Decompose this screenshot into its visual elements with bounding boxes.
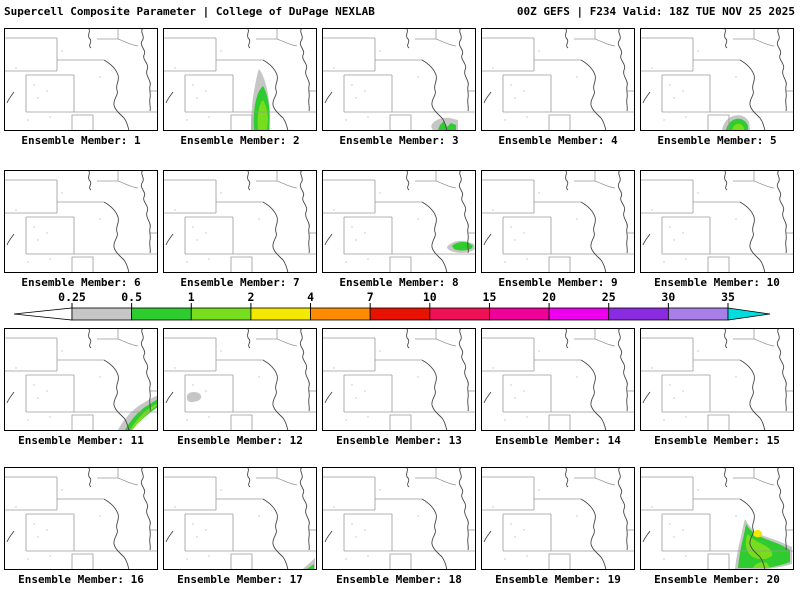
colorbar-segment (71, 307, 133, 321)
ensemble-member-label-6: Ensemble Member: 6 (21, 276, 141, 289)
ensemble-panel-14 (481, 328, 635, 431)
ensemble-panel-17 (163, 467, 317, 570)
colorbar-segment (190, 307, 252, 321)
scp-map-member-20 (640, 467, 794, 570)
ensemble-panel-15 (640, 328, 794, 431)
ensemble-panel-19 (481, 467, 635, 570)
ensemble-panel-1 (4, 28, 158, 131)
scp-map-member-12 (163, 328, 317, 431)
colorbar-tick-label: 35 (721, 290, 735, 304)
model-valid-time: 00Z GEFS | F234 Valid: 18Z TUE NOV 25 20… (516, 5, 795, 18)
ensemble-panel-6 (4, 170, 158, 273)
scp-map-member-9 (481, 170, 635, 273)
ensemble-member-label-11: Ensemble Member: 11 (18, 434, 144, 447)
scp-fill-area (307, 564, 314, 569)
product-title: Supercell Composite Parameter | College … (4, 5, 375, 18)
ensemble-panel-8 (322, 170, 476, 273)
colorbar-segment (489, 307, 550, 321)
scp-fill-area (118, 395, 158, 430)
scp-fill-area (745, 534, 773, 560)
ensemble-member-label-12: Ensemble Member: 12 (177, 434, 303, 447)
colorbar-tick-label: 0.25 (58, 290, 86, 304)
ensemble-panel-12 (163, 328, 317, 431)
colorbar-tick-label: 30 (661, 290, 675, 304)
colorbar-segment (548, 307, 610, 321)
colorbar-segment (369, 307, 431, 321)
colorbar-segment (608, 307, 669, 321)
ensemble-member-label-1: Ensemble Member: 1 (21, 134, 141, 147)
colorbar-segment (667, 307, 729, 321)
colorbar-tick-label: 2 (247, 290, 254, 304)
colorbar-tick-label: 25 (602, 290, 616, 304)
ensemble-member-label-7: Ensemble Member: 7 (180, 276, 300, 289)
ensemble-member-label-18: Ensemble Member: 18 (336, 573, 462, 586)
scp-map-member-3 (322, 28, 476, 131)
scp-fill-area (732, 123, 744, 130)
scp-fill-area (752, 529, 763, 538)
ensemble-panel-5 (640, 28, 794, 131)
ensemble-member-label-14: Ensemble Member: 14 (495, 434, 621, 447)
colorbar-tick-label: 20 (542, 290, 556, 304)
ensemble-member-label-19: Ensemble Member: 19 (495, 573, 621, 586)
ensemble-member-label-20: Ensemble Member: 20 (654, 573, 780, 586)
scp-fill-area (257, 100, 268, 130)
ensemble-member-label-5: Ensemble Member: 5 (657, 134, 777, 147)
colorbar-tick-label: 4 (307, 290, 314, 304)
ensemble-member-label-9: Ensemble Member: 9 (498, 276, 618, 289)
colorbar-above-max-arrow (727, 307, 771, 321)
scp-map-member-1 (4, 28, 158, 131)
ensemble-panel-2 (163, 28, 317, 131)
scp-fill-area (186, 392, 202, 402)
ensemble-panel-11 (4, 328, 158, 431)
colorbar-segment (131, 307, 192, 321)
ensemble-member-label-16: Ensemble Member: 16 (18, 573, 144, 586)
ensemble-member-label-3: Ensemble Member: 3 (339, 134, 459, 147)
ensemble-panel-16 (4, 467, 158, 570)
colorbar-tick-label: 1 (188, 290, 195, 304)
scp-map-member-13 (322, 328, 476, 431)
scp-map-member-16 (4, 467, 158, 570)
ensemble-panel-9 (481, 170, 635, 273)
colorbar-tick-label: 0.5 (121, 290, 142, 304)
ensemble-member-label-8: Ensemble Member: 8 (339, 276, 459, 289)
scp-map-member-15 (640, 328, 794, 431)
colorbar-segment (250, 307, 311, 321)
colorbar-tick-label: 15 (483, 290, 497, 304)
ensemble-member-label-15: Ensemble Member: 15 (654, 434, 780, 447)
ensemble-panel-4 (481, 28, 635, 131)
ensemble-panel-7 (163, 170, 317, 273)
ensemble-member-label-17: Ensemble Member: 17 (177, 573, 303, 586)
scp-map-member-6 (4, 170, 158, 273)
scp-map-member-18 (322, 467, 476, 570)
scp-map-member-5 (640, 28, 794, 131)
scp-map-member-4 (481, 28, 635, 131)
scp-map-member-8 (322, 170, 476, 273)
scp-map-member-14 (481, 328, 635, 431)
scp-fill-area (438, 121, 456, 130)
ensemble-member-label-4: Ensemble Member: 4 (498, 134, 618, 147)
scp-fill-area (753, 562, 770, 568)
scp-fill-area (130, 403, 158, 430)
ensemble-panel-13 (322, 328, 476, 431)
scp-map-member-7 (163, 170, 317, 273)
ensemble-member-label-2: Ensemble Member: 2 (180, 134, 300, 147)
scp-colorbar: 0.25 0.5 1 2 4 7 10 15 20 25 30 35 (0, 290, 800, 324)
colorbar-segment (310, 307, 371, 321)
colorbar-tick-label: 7 (367, 290, 374, 304)
ensemble-member-label-13: Ensemble Member: 13 (336, 434, 462, 447)
ensemble-panel-10 (640, 170, 794, 273)
ensemble-panel-3 (322, 28, 476, 131)
ensemble-panel-20 (640, 467, 794, 570)
colorbar-segment (429, 307, 490, 321)
scp-map-member-2 (163, 28, 317, 131)
scp-map-member-10 (640, 170, 794, 273)
colorbar-below-min-arrow (13, 307, 73, 321)
colorbar-tick-label: 10 (423, 290, 437, 304)
scp-map-member-11 (4, 328, 158, 431)
ensemble-member-label-10: Ensemble Member: 10 (654, 276, 780, 289)
scp-map-member-17 (163, 467, 317, 570)
ensemble-panel-18 (322, 467, 476, 570)
scp-map-member-19 (481, 467, 635, 570)
